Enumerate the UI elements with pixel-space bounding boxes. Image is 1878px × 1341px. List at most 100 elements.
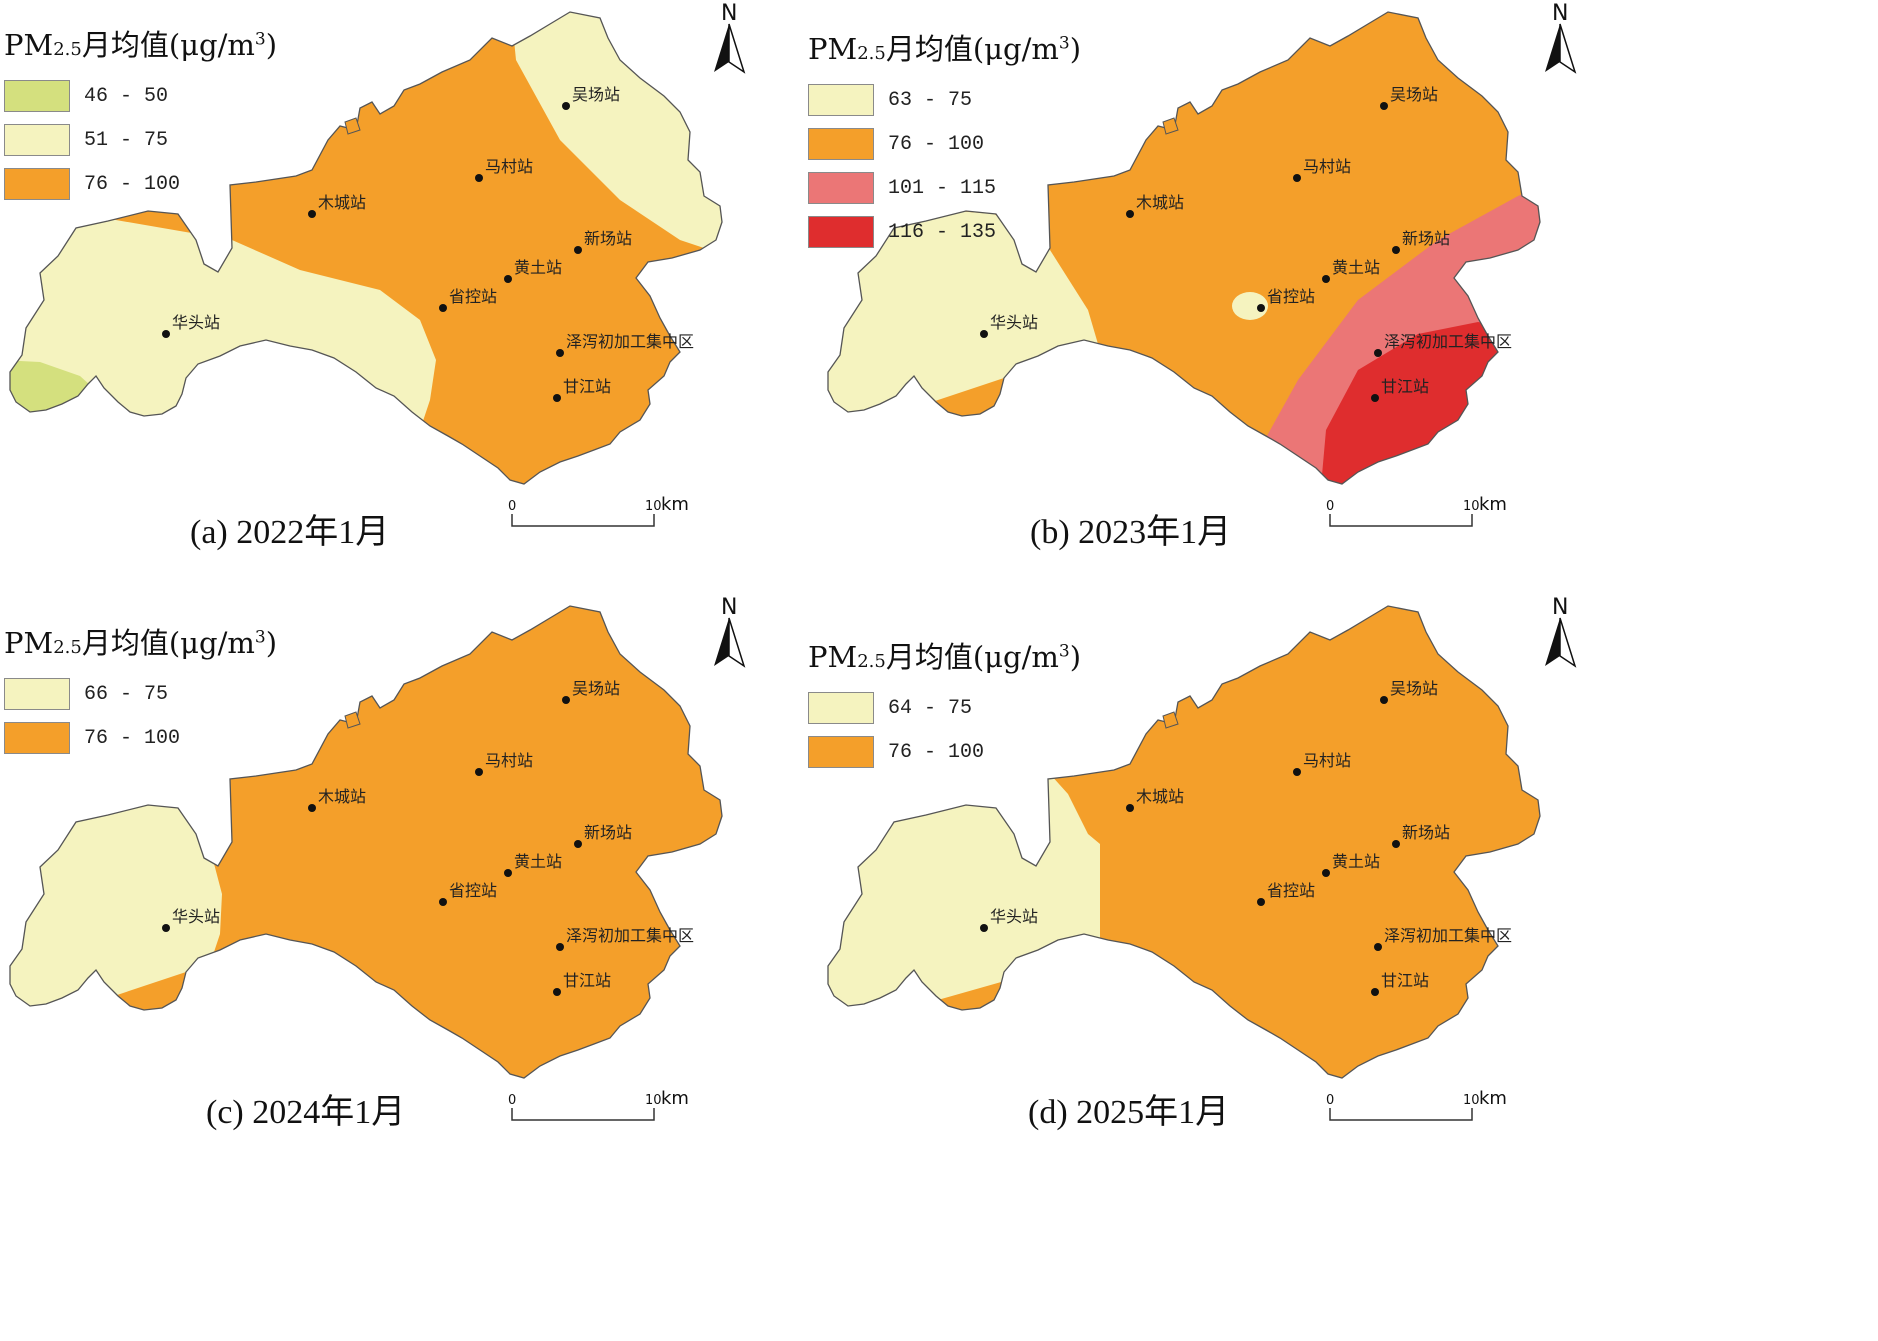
scale-bar: 0 10 km (1326, 1088, 1507, 1121)
north-label: N (1552, 1, 1568, 26)
station-dot (574, 840, 582, 848)
legend-swatch (4, 722, 70, 754)
legend-swatch (4, 80, 70, 112)
station-label-zexie: 泽泻初加工集中区 (566, 926, 694, 945)
station-label-shengkong: 省控站 (1267, 881, 1315, 900)
station-dot (162, 330, 170, 338)
station-dot (1371, 394, 1379, 402)
legend-item: 51 - 75 (4, 118, 277, 162)
station-label-huangtu: 黄土站 (1332, 258, 1380, 277)
islet-d (1162, 711, 1179, 729)
legend-a: PM2.5月均值(μg/m3) 46 - 50 51 - 75 76 - 100 (4, 22, 277, 206)
legend-item: 76 - 100 (808, 730, 1081, 774)
scale-bar: 0 10 km (1326, 494, 1507, 527)
station-dot (556, 349, 564, 357)
legend-item: 63 - 75 (808, 78, 1081, 122)
station-dot (504, 275, 512, 283)
caption-b: (b) 2023年1月 (1030, 514, 1232, 551)
station-label-huangtu: 黄土站 (1332, 852, 1380, 871)
station-label-mucheng: 木城站 (318, 193, 366, 212)
station-label-wuchang: 吴场站 (1390, 85, 1438, 104)
zone-pale-west-c (10, 794, 222, 1034)
station-label-huatou: 华头站 (172, 907, 220, 926)
scale-unit: km (661, 1088, 689, 1109)
station-dot (439, 898, 447, 906)
station-label-macun: 马村站 (485, 751, 533, 770)
station-label-xinchang: 新场站 (584, 229, 632, 248)
station-dot (1322, 869, 1330, 877)
station-label-huangtu: 黄土站 (514, 852, 562, 871)
scale-zero: 0 (1326, 1093, 1334, 1108)
panel-d: 吴场站 马村站 木城站 新场站 黄土站 省控站 华头站 泽泻初加工集中区 甘江站… (808, 594, 1757, 1264)
station-dot (556, 943, 564, 951)
station-label-macun: 马村站 (1303, 751, 1351, 770)
legend-title: PM2.5月均值(μg/m3) (4, 626, 278, 660)
station-label-wuchang: 吴场站 (572, 679, 620, 698)
station-label-ganjiang: 甘江站 (563, 971, 611, 990)
scale-unit: km (661, 494, 689, 515)
islet-c (344, 711, 361, 729)
map-a: 吴场站 马村站 木城站 新场站 黄土站 省控站 华头站 泽泻初加工集中区 甘江站… (9, 1, 746, 527)
station-dot (562, 696, 570, 704)
north-arrow-icon: N (1545, 1, 1577, 74)
map-c: 吴场站 马村站 木城站 新场站 黄土站 省控站 华头站 泽泻初加工集中区 甘江站… (9, 595, 746, 1121)
station-label-ganjiang: 甘江站 (1381, 971, 1429, 990)
station-label-shengkong: 省控站 (449, 287, 497, 306)
legend-item: 76 - 100 (4, 162, 277, 206)
north-label: N (721, 595, 737, 620)
station-dot (1392, 246, 1400, 254)
legend-swatch (808, 692, 874, 724)
station-dot (504, 869, 512, 877)
station-dot (1322, 275, 1330, 283)
legend-item: 101 - 115 (808, 166, 1081, 210)
station-label-mucheng: 木城站 (1136, 193, 1184, 212)
station-label-wuchang: 吴场站 (1390, 679, 1438, 698)
station-dot (574, 246, 582, 254)
station-dot (1257, 898, 1265, 906)
scale-ten: 10 (645, 499, 662, 514)
station-label-ganjiang: 甘江站 (1381, 377, 1429, 396)
station-dot (1293, 174, 1301, 182)
legend-swatch (808, 216, 874, 248)
legend-b: PM2.5月均值(μg/m3) 63 - 75 76 - 100 101 - 1… (808, 26, 1081, 254)
station-label-mucheng: 木城站 (318, 787, 366, 806)
north-arrow-icon: N (1545, 595, 1577, 668)
north-arrow-icon: N (714, 595, 746, 668)
map-b: 吴场站 马村站 木城站 新场站 黄土站 省控站 华头站 泽泻初加工集中区 甘江站… (827, 1, 1577, 527)
legend-title: PM2.5月均值(μg/m3) (4, 28, 278, 62)
legend-item: 64 - 75 (808, 686, 1081, 730)
north-label: N (721, 1, 737, 26)
stations-a: 吴场站 马村站 木城站 新场站 黄土站 省控站 华头站 泽泻初加工集中区 甘江站 (162, 85, 694, 402)
legend-item: 116 - 135 (808, 210, 1081, 254)
station-dot (1380, 102, 1388, 110)
legend-title: PM2.5月均值(μg/m3) (808, 32, 1082, 66)
scale-ten: 10 (1463, 499, 1480, 514)
islet-a (344, 117, 361, 135)
caption-d: (d) 2025年1月 (1028, 1094, 1230, 1131)
station-dot (308, 804, 316, 812)
islet-b (1162, 117, 1179, 135)
station-dot (553, 988, 561, 996)
station-dot (1371, 988, 1379, 996)
panel-a: 吴场站 马村站 木城站 新场站 黄土站 省控站 华头站 泽泻初加工集中区 甘江站… (0, 0, 939, 670)
station-dot (1257, 304, 1265, 312)
caption-c: (c) 2024年1月 (206, 1094, 406, 1131)
station-label-xinchang: 新场站 (1402, 823, 1450, 842)
station-dot (553, 394, 561, 402)
scale-ten: 10 (1463, 1093, 1480, 1108)
stations-c: 吴场站 马村站 木城站 新场站 黄土站 省控站 华头站 泽泻初加工集中区 甘江站 (162, 679, 694, 996)
station-dot (1380, 696, 1388, 704)
station-label-shengkong: 省控站 (449, 881, 497, 900)
station-label-zexie: 泽泻初加工集中区 (566, 332, 694, 351)
station-label-zexie: 泽泻初加工集中区 (1384, 926, 1512, 945)
station-label-huatou: 华头站 (990, 313, 1038, 332)
station-label-shengkong: 省控站 (1267, 287, 1315, 306)
station-label-huatou: 华头站 (990, 907, 1038, 926)
scale-bar: 0 10 km (508, 494, 689, 527)
legend-item: 76 - 100 (808, 122, 1081, 166)
station-dot (980, 330, 988, 338)
legend-swatch (4, 678, 70, 710)
station-label-mucheng: 木城站 (1136, 787, 1184, 806)
scale-zero: 0 (1326, 499, 1334, 514)
stations-b: 吴场站 马村站 木城站 新场站 黄土站 省控站 华头站 泽泻初加工集中区 甘江站 (980, 85, 1512, 402)
